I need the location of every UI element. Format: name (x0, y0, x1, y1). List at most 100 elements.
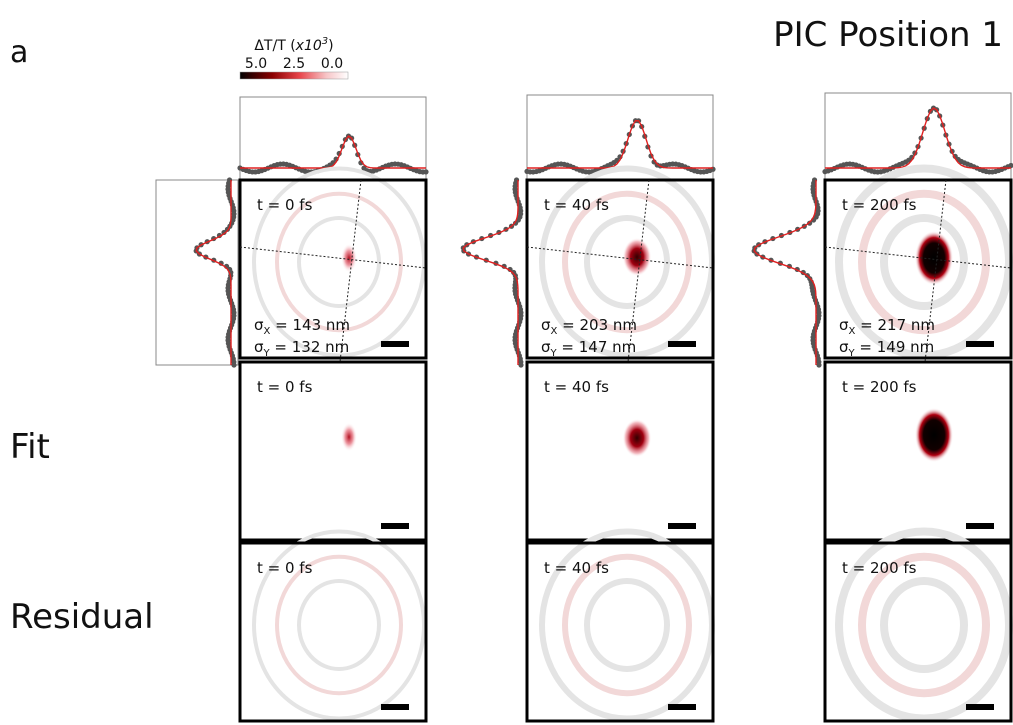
profile-point (518, 362, 524, 368)
time-label: t = 200 fs (842, 378, 917, 396)
sigma-label: σY = 147 nm (541, 338, 636, 359)
profile-point (512, 220, 519, 226)
panel-label: a (10, 35, 28, 70)
sigma-value: = 132 nm (270, 338, 350, 356)
profile-fit (753, 180, 817, 365)
sigma-symbol: σ (254, 316, 264, 334)
sigma-sub: Y (848, 348, 856, 359)
ring (562, 190, 692, 334)
colorbar-tick-label: 0.0 (321, 56, 343, 72)
image-frame (823, 541, 1013, 723)
time-label: t = 40 fs (544, 559, 609, 577)
sigma-value: = 147 nm (557, 338, 637, 356)
sigma-label: σY = 132 nm (254, 338, 349, 359)
profile-point (816, 362, 822, 368)
spot (914, 230, 954, 286)
row-label: Fit (10, 427, 50, 467)
ring (252, 529, 426, 721)
time-label: t = 0 fs (257, 559, 313, 577)
sigma-label: σX = 203 nm (541, 316, 637, 337)
time-label: t = 40 fs (544, 378, 609, 396)
colorbar-label-prefix: ΔT/T ( (254, 38, 295, 54)
image-frame (525, 360, 715, 542)
scale-bar (668, 341, 696, 347)
sigma-sub: X (849, 326, 856, 337)
scale-bar (668, 704, 696, 710)
colorbar-label: ΔT/T (x103) (254, 36, 333, 54)
ring (299, 400, 379, 488)
sigma-label: σX = 143 nm (254, 316, 350, 337)
sigma-sub: X (551, 326, 558, 337)
ring (835, 527, 1013, 723)
sigma-label: σY = 149 nm (839, 338, 934, 359)
profile-point (423, 169, 429, 175)
image-frame (823, 360, 1013, 542)
sigma-sub: Y (263, 348, 271, 359)
scale-bar (381, 341, 409, 347)
time-label: t = 200 fs (842, 196, 917, 214)
axis-line (526, 246, 714, 269)
scale-bar (966, 341, 994, 347)
spot (341, 243, 357, 273)
axis-line (924, 179, 947, 363)
ring (297, 216, 381, 308)
axis-line (239, 246, 427, 269)
profile-point (1008, 162, 1013, 169)
sigma-sub: X (264, 326, 271, 337)
time-label: t = 40 fs (544, 196, 609, 214)
image-frame (823, 178, 1013, 360)
ring (252, 166, 426, 358)
axis-line (339, 179, 362, 363)
ring (584, 578, 670, 672)
scale-bar (381, 704, 409, 710)
image-frame (238, 541, 428, 723)
axis-line (627, 179, 650, 363)
sigma-value: = 143 nm (270, 316, 350, 334)
scale-bar (966, 523, 994, 529)
scale-bar (668, 523, 696, 529)
profile-fit (527, 119, 713, 169)
time-label: t = 200 fs (842, 559, 917, 577)
ring (562, 553, 692, 697)
profile-point (507, 266, 513, 273)
row-label: Residual (10, 597, 154, 637)
spot (622, 418, 652, 458)
profile-fit (195, 180, 232, 365)
sigma-sub: Y (550, 348, 558, 359)
colorbar-label-exp: 3 (322, 36, 328, 47)
sigma-symbol: σ (254, 338, 264, 356)
sigma-value: = 203 nm (557, 316, 637, 334)
spot (341, 422, 357, 452)
sigma-value: = 217 nm (855, 316, 935, 334)
ring (584, 215, 670, 309)
image-frame (525, 541, 715, 723)
title: PIC Position 1 (773, 15, 1003, 55)
scale-bar (381, 523, 409, 529)
ring (835, 164, 1013, 360)
time-label: t = 0 fs (257, 196, 313, 214)
spot (622, 237, 652, 277)
image-frame (238, 178, 428, 360)
ring (858, 552, 990, 698)
axis-line (824, 246, 1012, 269)
sigma-symbol: σ (839, 316, 849, 334)
time-label: t = 0 fs (257, 378, 313, 396)
scale-bar (966, 704, 994, 710)
sigma-symbol: σ (541, 316, 551, 334)
sigma-value: = 149 nm (855, 338, 935, 356)
ring (297, 579, 381, 671)
profile-fit (462, 180, 519, 365)
ring (277, 376, 401, 512)
ring (880, 214, 968, 310)
profile-point (231, 362, 237, 368)
sigma-symbol: σ (839, 338, 849, 356)
sigma-label: σX = 217 nm (839, 316, 935, 337)
profile-fit (825, 107, 1011, 169)
ring (858, 189, 990, 335)
image-frame (525, 178, 715, 360)
colorbar-tick-label: 5.0 (245, 56, 267, 72)
sigma-symbol: σ (541, 338, 551, 356)
colorbar-label-base: x10 (295, 38, 322, 54)
